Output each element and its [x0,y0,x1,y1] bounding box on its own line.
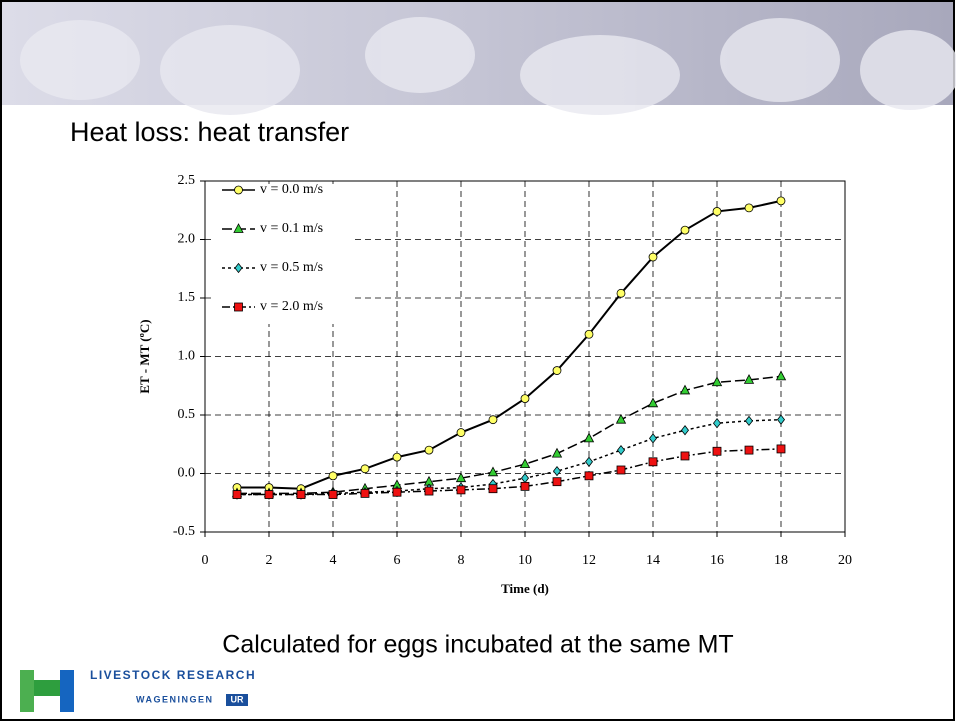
y-tick-label: -0.5 [173,524,195,539]
y-tick-label: 1.0 [178,349,196,364]
logo-block [60,670,74,712]
marker [552,466,562,477]
legend-marker [233,223,244,233]
marker [264,490,274,499]
x-tick-label: 10 [518,553,532,568]
x-tick-label: 12 [582,553,596,568]
marker [648,433,658,444]
marker [519,458,531,469]
marker [424,486,434,496]
logo: LIVESTOCK RESEARCH WAGENINGEN UR [20,668,256,712]
marker [456,485,466,495]
caption: Calculated for eggs incubated at the sam… [222,631,733,659]
marker [551,447,563,458]
logo-text: LIVESTOCK RESEARCH [90,668,256,682]
x-tick-label: 18 [774,553,788,568]
x-tick-label: 20 [838,553,852,568]
plot-frame [204,180,846,533]
x-tick-label: 14 [646,553,660,568]
y-tick-label: 1.5 [178,290,196,305]
marker [648,457,658,467]
marker [776,414,786,425]
x-tick-label: 6 [394,553,401,568]
logo-text: WAGENINGEN [136,694,214,704]
x-tick-label: 4 [330,553,337,568]
marker [520,481,530,491]
chart: -0.5 0.0 0.5 1.0 1.5 2.0 2.5 0 2 4 6 8 10 12 14 16 18 20 T… [137,173,852,596]
logo-text: UR [231,694,244,704]
marker [360,464,370,474]
marker [552,366,562,375]
marker [392,452,402,462]
marker [392,487,402,497]
legend-label: v = 0.5 m/s [260,260,323,275]
marker [712,207,722,216]
marker [584,456,594,467]
slide-title: Heat loss: heat transfer [70,117,349,147]
marker [552,477,562,487]
y-tick-label: 0.0 [178,466,196,481]
marker [328,471,338,481]
marker [424,445,434,455]
marker [232,490,242,499]
legend-marker [234,185,243,195]
legend-label: v = 0.1 m/s [260,221,323,236]
legend-marker [234,302,243,312]
marker [680,451,690,461]
x-axis-label: Time (d) [501,581,549,596]
series-line [237,375,782,495]
marker [711,376,723,387]
marker [583,432,595,443]
marker [616,444,626,456]
marker [744,445,754,455]
legend-marker [234,262,243,274]
x-tick-label: 2 [266,553,273,568]
marker [488,415,498,425]
logo-block [20,670,34,712]
logo-badge [226,694,248,706]
y-tick-label: 2.5 [178,173,196,188]
y-tick-label: 0.5 [178,407,196,422]
marker [584,471,594,481]
marker [456,428,466,437]
marker [712,446,722,456]
marker [679,384,691,395]
marker [775,370,787,381]
series-line [237,199,782,490]
marker [360,488,370,498]
x-tick-label: 16 [710,553,724,568]
marker [680,425,690,436]
marker [487,466,499,477]
header-chicks [20,17,956,115]
x-tick-label: 8 [458,553,465,568]
marker [744,415,754,427]
marker [776,196,786,206]
logo-block [34,680,60,696]
marker [488,484,498,494]
series-line [237,418,782,496]
marker [743,374,755,384]
y-tick-label: 2.0 [178,232,196,247]
legend-label: v = 0.0 m/s [260,182,323,197]
y-axis-label: ET - MT (ºC) [137,319,152,393]
marker [616,465,626,475]
marker [616,288,626,298]
marker [712,418,722,429]
series-line [237,448,782,496]
marker [776,444,786,454]
x-tick-label: 0 [202,553,209,568]
marker [615,413,627,424]
marker [328,490,338,499]
legend-box [212,184,352,324]
marker [647,397,659,408]
legend-label: v = 2.0 m/s [260,299,323,314]
marker [680,225,690,235]
marker [520,394,530,404]
marker [296,490,306,499]
marker [455,472,467,483]
marker [584,329,594,339]
marker [744,203,754,213]
marker [648,252,658,262]
